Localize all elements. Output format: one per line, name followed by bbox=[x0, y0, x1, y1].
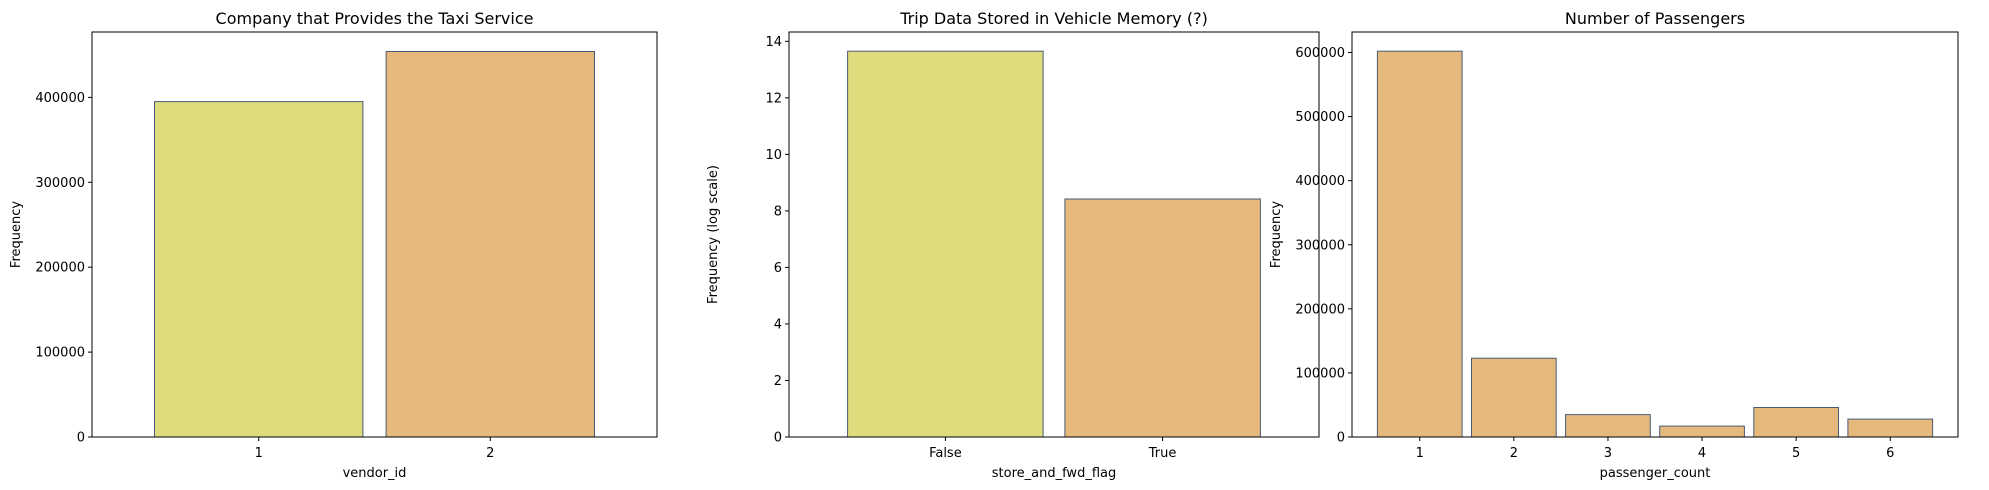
bar-1 bbox=[154, 101, 364, 438]
bar-False bbox=[847, 50, 1044, 438]
x-tick-label: 5 bbox=[1792, 446, 1800, 461]
y-tick-label: 6 bbox=[774, 261, 782, 276]
x-tick-label: 2 bbox=[1510, 446, 1518, 461]
y-tick-label: 12 bbox=[765, 91, 782, 106]
y-tick-label: 0 bbox=[1337, 431, 1345, 446]
y-axis-label: Frequency bbox=[1269, 201, 1284, 268]
plot-frame bbox=[1351, 31, 1959, 438]
chart-title: Company that Provides the Taxi Service bbox=[216, 9, 534, 28]
bar-6 bbox=[1847, 418, 1934, 438]
y-tick-label: 0 bbox=[77, 431, 85, 446]
plot-frame bbox=[91, 31, 658, 438]
y-tick-label: 10 bbox=[765, 148, 782, 163]
x-tick-label: 4 bbox=[1698, 446, 1706, 461]
y-tick-label: 400000 bbox=[35, 91, 85, 106]
y-tick-label: 300000 bbox=[1295, 238, 1345, 253]
y-tick-label: 500000 bbox=[1295, 110, 1345, 125]
y-tick-label: 200000 bbox=[35, 261, 85, 276]
chart-2: False True 0 2 4 6 8 10 12 14 Trip Data Stored in … bbox=[706, 9, 1320, 481]
x-tick-label: 1 bbox=[1416, 446, 1424, 461]
y-axis-label: Frequency bbox=[9, 201, 24, 268]
y-tick-label: 600000 bbox=[1295, 46, 1345, 61]
bar-2 bbox=[1471, 357, 1557, 438]
y-tick-label: 300000 bbox=[35, 176, 85, 191]
y-tick-label: 200000 bbox=[1295, 302, 1345, 317]
bar-3 bbox=[1565, 414, 1651, 438]
plot-frame bbox=[788, 31, 1320, 438]
y-tick-label: 0 bbox=[774, 431, 782, 446]
y-axis-label: Frequency (log scale) bbox=[706, 165, 721, 304]
y-tick-label: 400000 bbox=[1295, 174, 1345, 189]
chart-1: 1 2 0 100000 200000 300000 400000 Company that … bbox=[9, 9, 658, 481]
bar-5 bbox=[1753, 407, 1840, 438]
bar-True bbox=[1064, 198, 1261, 438]
x-tick-label: 3 bbox=[1604, 446, 1612, 461]
x-axis-label: vendor_id bbox=[343, 466, 407, 481]
bar-2 bbox=[385, 51, 595, 438]
x-axis-label: passenger_count bbox=[1600, 466, 1711, 481]
x-tick-label: True bbox=[1148, 446, 1177, 461]
y-tick-label: 100000 bbox=[1295, 366, 1345, 381]
y-tick-label: 100000 bbox=[35, 346, 85, 361]
y-tick-label: 14 bbox=[765, 35, 782, 50]
x-tick-label: 6 bbox=[1886, 446, 1894, 461]
bar-1 bbox=[1376, 50, 1463, 438]
bar-4 bbox=[1659, 425, 1745, 438]
x-tick-label: 2 bbox=[486, 446, 494, 461]
x-tick-label: 1 bbox=[255, 446, 263, 461]
x-tick-label: False bbox=[929, 446, 962, 461]
chart-3: 1 2 3 4 5 6 0 100000 200000 300000 400000 500000 600… bbox=[1269, 9, 1959, 481]
y-tick-label: 2 bbox=[774, 374, 782, 389]
chart-title: Number of Passengers bbox=[1565, 9, 1745, 28]
x-axis-label: store_and_fwd_flag bbox=[992, 466, 1116, 481]
chart-title: Trip Data Stored in Vehicle Memory (?) bbox=[899, 9, 1208, 28]
y-tick-label: 8 bbox=[774, 204, 782, 219]
y-tick-label: 4 bbox=[774, 317, 782, 332]
